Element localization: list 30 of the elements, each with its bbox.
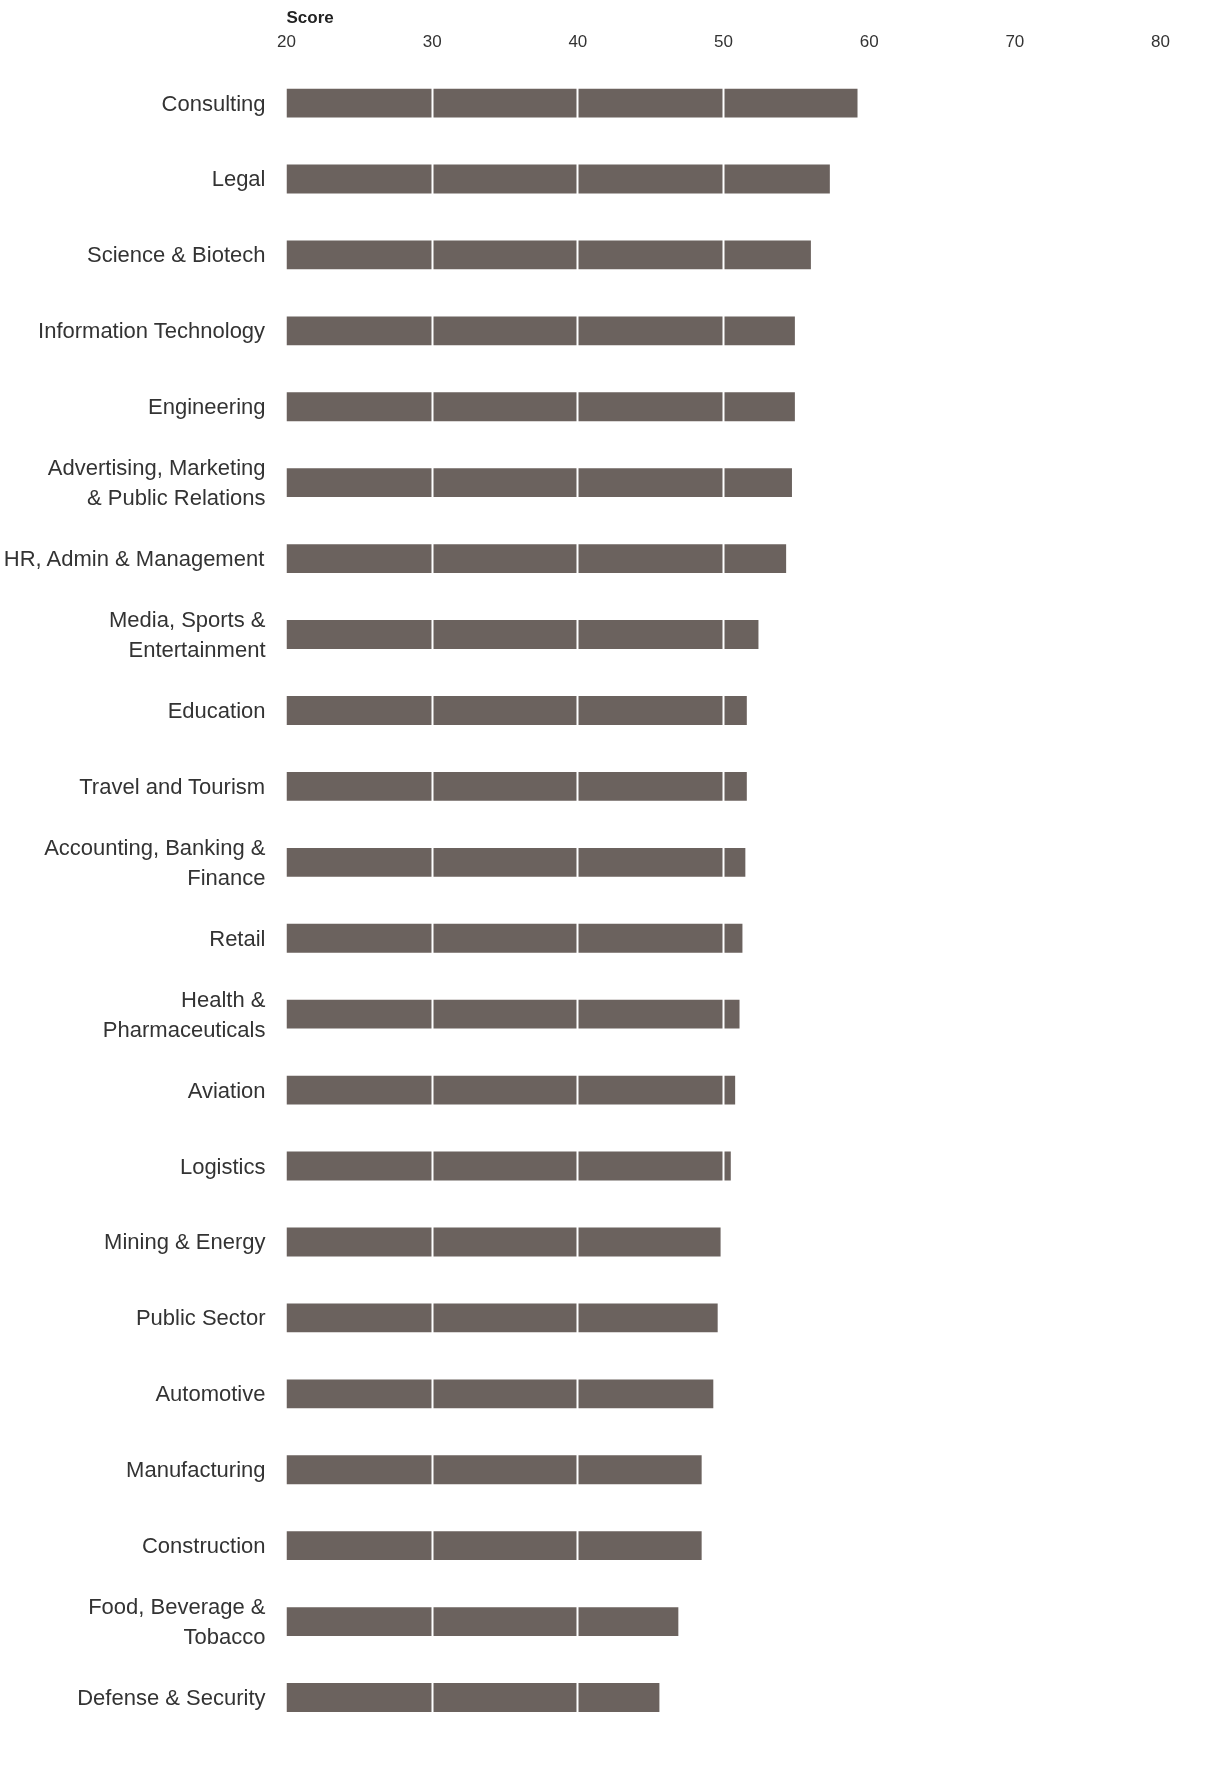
chart-title: Score [286,7,334,27]
y-tick-label: Food, Beverage & Tobacco [88,1594,266,1650]
y-tick-label: Information Technology [38,318,266,344]
x-tick-label: 80 [1151,31,1170,51]
x-tick-label: 40 [568,31,588,51]
y-tick-label: Engineering [148,394,266,420]
y-tick-label: Logistics [179,1153,266,1179]
x-tick-label: 70 [1005,31,1025,51]
x-tick-label: 50 [714,31,733,51]
y-tick-label: Automotive [155,1381,266,1407]
y-tick-label: Aviation [187,1077,266,1103]
y-tick-label: Retail [209,925,266,951]
y-tick-label: Manufacturing [126,1457,266,1483]
y-tick-label: Media, Sports & Entertainment [108,607,266,663]
y-tick-label: Construction [142,1533,266,1559]
y-tick-label: HR, Admin & Management [3,546,265,572]
y-tick-label: Consulting [161,90,266,116]
y-tick-label: Advertising, Marketing & Public Relations [47,455,266,511]
y-tick-label: Science & Biotech [86,242,266,268]
y-tick-label: Travel and Tourism [79,773,266,799]
y-tick-label: Health & Pharmaceuticals [102,986,266,1042]
x-tick-label: 20 [277,31,296,51]
y-tick-label: Education [167,697,266,723]
x-tick-label: 60 [859,31,879,51]
y-tick-label: Public Sector [135,1305,266,1331]
y-tick-label: Mining & Energy [104,1229,266,1255]
y-tick-label: Legal [211,166,266,192]
y-tick-label: Accounting, Banking & Finance [44,834,266,890]
y-tick-label: Defense & Security [77,1685,266,1711]
x-tick-label: 30 [422,31,442,51]
